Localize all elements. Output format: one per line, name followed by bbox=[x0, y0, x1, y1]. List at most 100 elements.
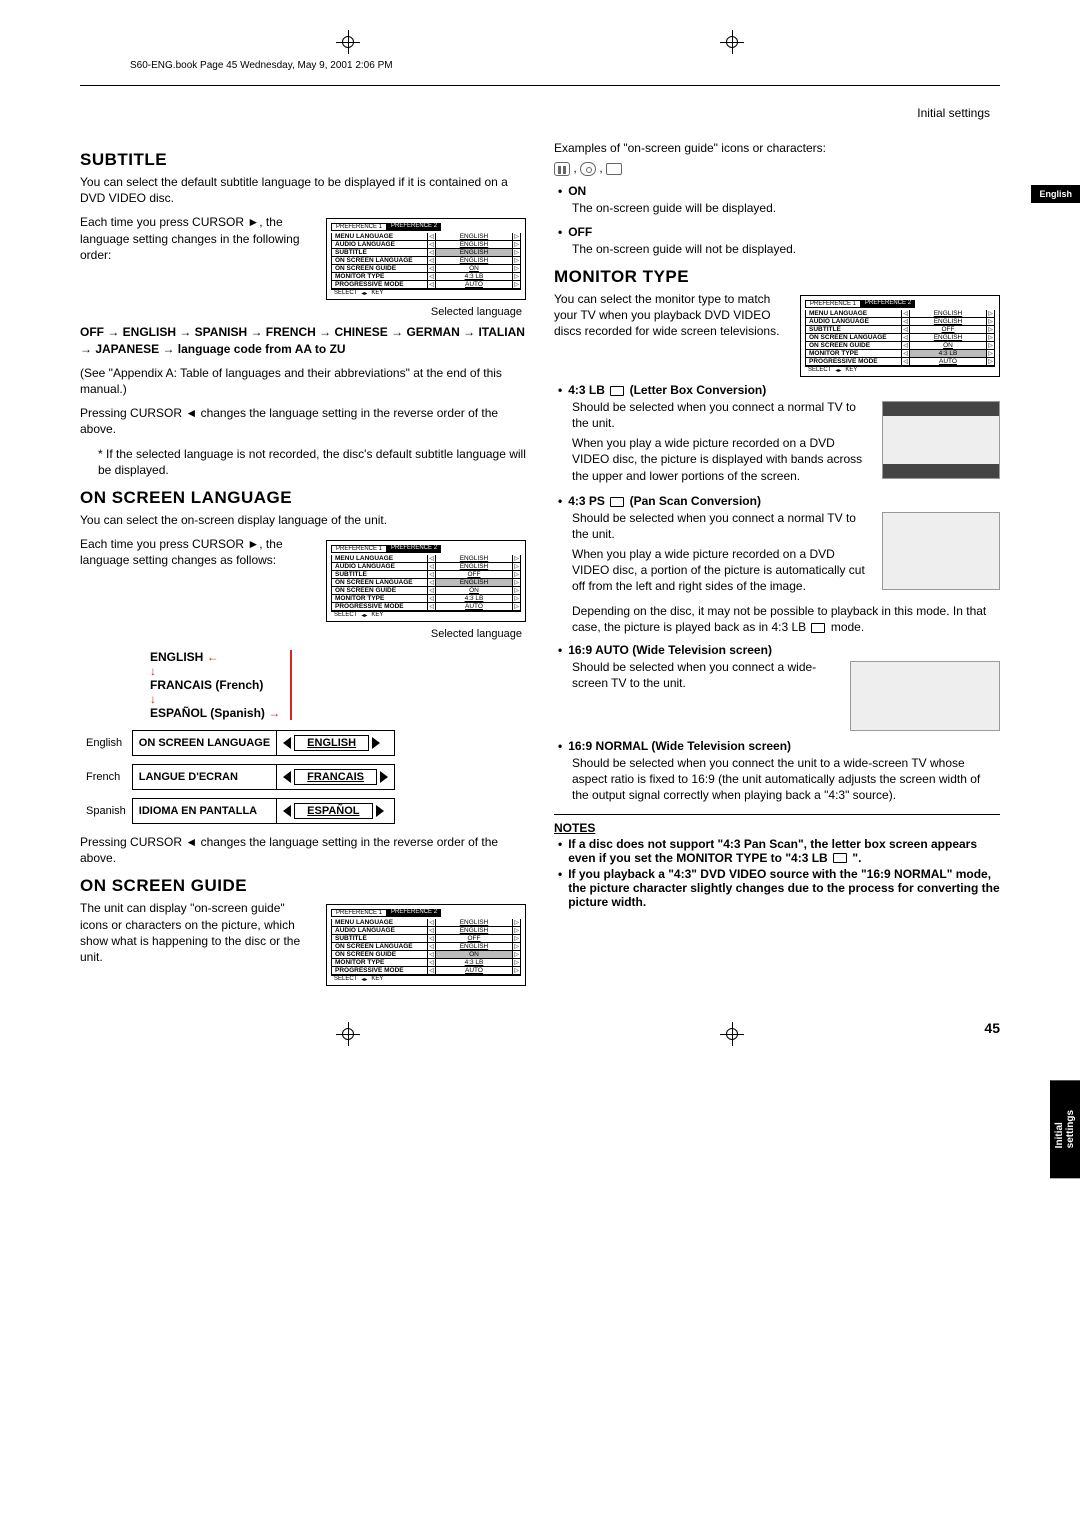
notes-heading: NOTES bbox=[554, 821, 1000, 835]
pref-select-label: SELECT bbox=[334, 976, 357, 983]
mt-lb-heading: 4:3 LB bbox=[568, 383, 605, 397]
pref-row-label: PROGRESSIVE MODE bbox=[806, 358, 902, 365]
pref-row-label: AUDIO LANGUAGE bbox=[332, 927, 428, 934]
table-row-head: LANGUE D'ECRAN bbox=[132, 765, 276, 790]
pref-row-label: AUDIO LANGUAGE bbox=[332, 563, 428, 570]
mt-lb-subheading: (Letter Box Conversion) bbox=[630, 383, 767, 397]
osl-heading: ON SCREEN LANGUAGE bbox=[80, 488, 526, 508]
subtitle-reverse-note: Pressing CURSOR ◄ changes the language s… bbox=[80, 405, 526, 437]
monitor-type-heading: MONITOR TYPE bbox=[554, 267, 1000, 287]
right-column: Examples of "on-screen guide" icons or c… bbox=[554, 140, 1000, 990]
pref-row-label: ON SCREEN LANGUAGE bbox=[332, 579, 428, 586]
pref-row-val: ENGLISH bbox=[436, 563, 512, 570]
pref-row-val: 4:3 LB bbox=[436, 959, 512, 966]
pref-row-label: MONITOR TYPE bbox=[806, 350, 902, 357]
pref-row-val: OFF bbox=[436, 571, 512, 578]
subtitle-see-appendix: (See "Appendix A: Table of languages and… bbox=[80, 365, 526, 397]
pref-row-val: AUTO bbox=[910, 358, 986, 365]
table-row-lang: English bbox=[80, 731, 132, 756]
pref-row-label: MENU LANGUAGE bbox=[332, 555, 428, 562]
table-row-val: ENGLISH bbox=[294, 735, 369, 751]
side-tab-initial-settings: Initial settings bbox=[1050, 1080, 1080, 1178]
pref-key-label: KEY bbox=[371, 976, 383, 983]
osg-examples-label: Examples of "on-screen guide" icons or c… bbox=[554, 140, 1000, 156]
subtitle-heading: SUBTITLE bbox=[80, 150, 526, 170]
pref-row-label: SUBTITLE bbox=[806, 326, 902, 333]
cycle-french: FRANCAIS (French) bbox=[150, 678, 263, 692]
pref-row-val: AUTO bbox=[436, 967, 512, 974]
osg-on-text: The on-screen guide will be displayed. bbox=[572, 200, 1000, 216]
preference-menu-osg: PREFERENCE 1 PREFERENCE 2 MENU LANGUAGE◁… bbox=[326, 904, 526, 986]
subtitle-fallback-note: * If the selected language is not record… bbox=[98, 446, 526, 478]
table-row-val: FRANCAIS bbox=[294, 769, 377, 785]
preference-menu-osl: PREFERENCE 1 PREFERENCE 2 MENU LANGUAGE◁… bbox=[326, 540, 526, 622]
notes-block: NOTES •If a disc does not support "4:3 P… bbox=[554, 814, 1000, 909]
osg-on-heading: ON bbox=[568, 184, 586, 198]
cycle-spanish: ESPAÑOL (Spanish) bbox=[150, 706, 265, 720]
pref-row-label: ON SCREEN GUIDE bbox=[332, 951, 428, 958]
mt-normal-heading: 16:9 NORMAL (Wide Television screen) bbox=[568, 739, 791, 753]
table-row-head: IDIOMA EN PANTALLA bbox=[132, 799, 276, 824]
tv-small-icon bbox=[811, 623, 825, 633]
left-column: SUBTITLE You can select the default subt… bbox=[80, 140, 526, 990]
pause-icon bbox=[554, 162, 570, 176]
mt-ps-heading: 4:3 PS bbox=[568, 494, 605, 508]
pref-row-val: ENGLISH bbox=[910, 334, 986, 341]
selected-language-caption: Selected language bbox=[322, 628, 522, 640]
pref-row-label: MENU LANGUAGE bbox=[332, 233, 428, 240]
pref-row-label: ON SCREEN GUIDE bbox=[806, 342, 902, 349]
pref-tab-1: PREFERENCE 1 bbox=[331, 909, 387, 917]
subtitle-language-chain: OFF → ENGLISH → SPANISH → FRENCH → CHINE… bbox=[80, 324, 526, 356]
pref-tab-1: PREFERENCE 1 bbox=[331, 545, 387, 553]
pref-select-label: SELECT bbox=[808, 367, 831, 374]
pref-row-val-highlighted: ON bbox=[436, 951, 512, 958]
pref-key-label: KEY bbox=[371, 612, 383, 619]
table-row-head: ON SCREEN LANGUAGE bbox=[132, 731, 276, 756]
language-tab-english: English bbox=[1031, 185, 1080, 203]
mt-ps-text3: Depending on the disc, it may not be pos… bbox=[572, 603, 1000, 635]
pref-row-val-highlighted: ENGLISH bbox=[436, 579, 512, 586]
pref-row-label: MENU LANGUAGE bbox=[332, 919, 428, 926]
tv-small-icon bbox=[610, 386, 624, 396]
pref-row-val: AUTO bbox=[436, 603, 512, 610]
disc-icon bbox=[580, 162, 596, 176]
mt-ps-subheading: (Pan Scan Conversion) bbox=[630, 494, 761, 508]
osg-intro: The unit can display "on-screen guide" i… bbox=[80, 900, 314, 965]
pref-tab-2: PREFERENCE 2 bbox=[387, 909, 441, 917]
pref-row-val: ENGLISH bbox=[910, 310, 986, 317]
pref-select-label: SELECT bbox=[334, 290, 357, 297]
mt-normal-text: Should be selected when you connect the … bbox=[572, 755, 1000, 804]
preference-menu-subtitle: PREFERENCE 1 PREFERENCE 2 MENU LANGUAGE◁… bbox=[326, 218, 526, 300]
pref-row-label: PROGRESSIVE MODE bbox=[332, 603, 428, 610]
pref-row-label: SUBTITLE bbox=[332, 249, 428, 256]
pref-row-label: MENU LANGUAGE bbox=[806, 310, 902, 317]
pref-row-label: PROGRESSIVE MODE bbox=[332, 281, 428, 288]
registration-marks-bottom bbox=[336, 1022, 744, 1046]
subtitle-intro: You can select the default subtitle lang… bbox=[80, 174, 526, 206]
pref-key-label: KEY bbox=[371, 290, 383, 297]
pref-tab-2: PREFERENCE 2 bbox=[861, 300, 915, 308]
pref-row-val: ENGLISH bbox=[436, 241, 512, 248]
table-row-lang: French bbox=[80, 765, 132, 790]
pref-row-val: ON bbox=[436, 587, 512, 594]
osg-example-icons: , , bbox=[554, 160, 1000, 176]
book-page-header: S60-ENG.book Page 45 Wednesday, May 9, 2… bbox=[130, 60, 1000, 75]
osl-intro: You can select the on-screen display lan… bbox=[80, 512, 526, 528]
pref-tab-2: PREFERENCE 2 bbox=[387, 223, 441, 231]
pref-row-label: SUBTITLE bbox=[332, 935, 428, 942]
osg-heading: ON SCREEN GUIDE bbox=[80, 876, 526, 896]
pref-select-label: SELECT bbox=[334, 612, 357, 619]
pref-tab-1: PREFERENCE 1 bbox=[331, 223, 387, 231]
pref-row-val: ENGLISH bbox=[436, 257, 512, 264]
tv-small-icon bbox=[610, 497, 624, 507]
pref-row-label: MONITOR TYPE bbox=[332, 595, 428, 602]
pref-row-label: ON SCREEN GUIDE bbox=[332, 587, 428, 594]
pref-row-label: AUDIO LANGUAGE bbox=[806, 318, 902, 325]
pref-row-val: ENGLISH bbox=[436, 919, 512, 926]
selected-language-caption: Selected language bbox=[322, 306, 522, 318]
pref-row-label: MONITOR TYPE bbox=[332, 273, 428, 280]
pref-row-val: ENGLISH bbox=[910, 318, 986, 325]
pref-row-val: AUTO bbox=[436, 281, 512, 288]
pref-key-label: KEY bbox=[845, 367, 857, 374]
pref-row-label: ON SCREEN GUIDE bbox=[332, 265, 428, 272]
